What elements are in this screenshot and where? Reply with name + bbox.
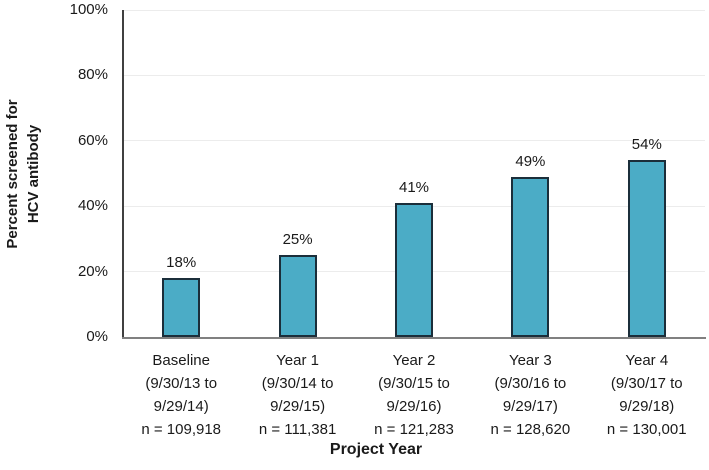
bar [162,278,201,337]
y-tick-label: 80% [77,66,108,84]
y-tick-label: 0% [86,328,108,345]
bar-value-label: 54% [631,136,662,154]
x-category-label: Year 1 (9/30/14 to 9/29/15) n = 111,381 [258,352,337,438]
bar-value-label: 25% [282,231,313,249]
x-category-label: Year 4 (9/30/17 to 9/29/18) n = 130,001 [606,352,687,438]
y-tick-label: 60% [77,131,108,149]
bar [395,202,433,337]
y-tick-label: 100% [69,1,108,18]
x-category-labels: Baseline (9/30/13 to 9/29/14) n = 109,91… [123,349,705,441]
y-tick-label: 20% [77,262,108,280]
bar [627,160,666,337]
y-tick-label: 40% [77,197,108,215]
x-category-label: Year 3 (9/30/16 to 9/29/17) n = 128,620 [490,352,571,438]
x-category-label: Year 2 (9/30/15 to 9/29/16) n = 121,283 [374,352,454,438]
plot-area: 18% 25% 41% 49% 54% [123,9,705,337]
y-axis-line [122,10,124,338]
bar-value-label: 18% [166,254,197,272]
y-axis-title: Percent screened for HCV antibody [2,4,46,344]
gridline [123,9,705,11]
y-axis-title-line2: HCV antibody [25,124,42,224]
x-axis-line [122,337,706,339]
bar-value-label: 49% [515,152,546,170]
gridline [123,74,705,76]
y-axis-title-line1: Percent screened for [4,99,21,249]
x-category-label: Baseline (9/30/13 to 9/29/14) n = 109,91… [141,352,222,438]
x-axis-title: Project Year [329,441,423,458]
bar [278,255,317,337]
bar [511,176,550,337]
gridline [123,140,705,142]
bar-value-label: 41% [398,178,430,196]
